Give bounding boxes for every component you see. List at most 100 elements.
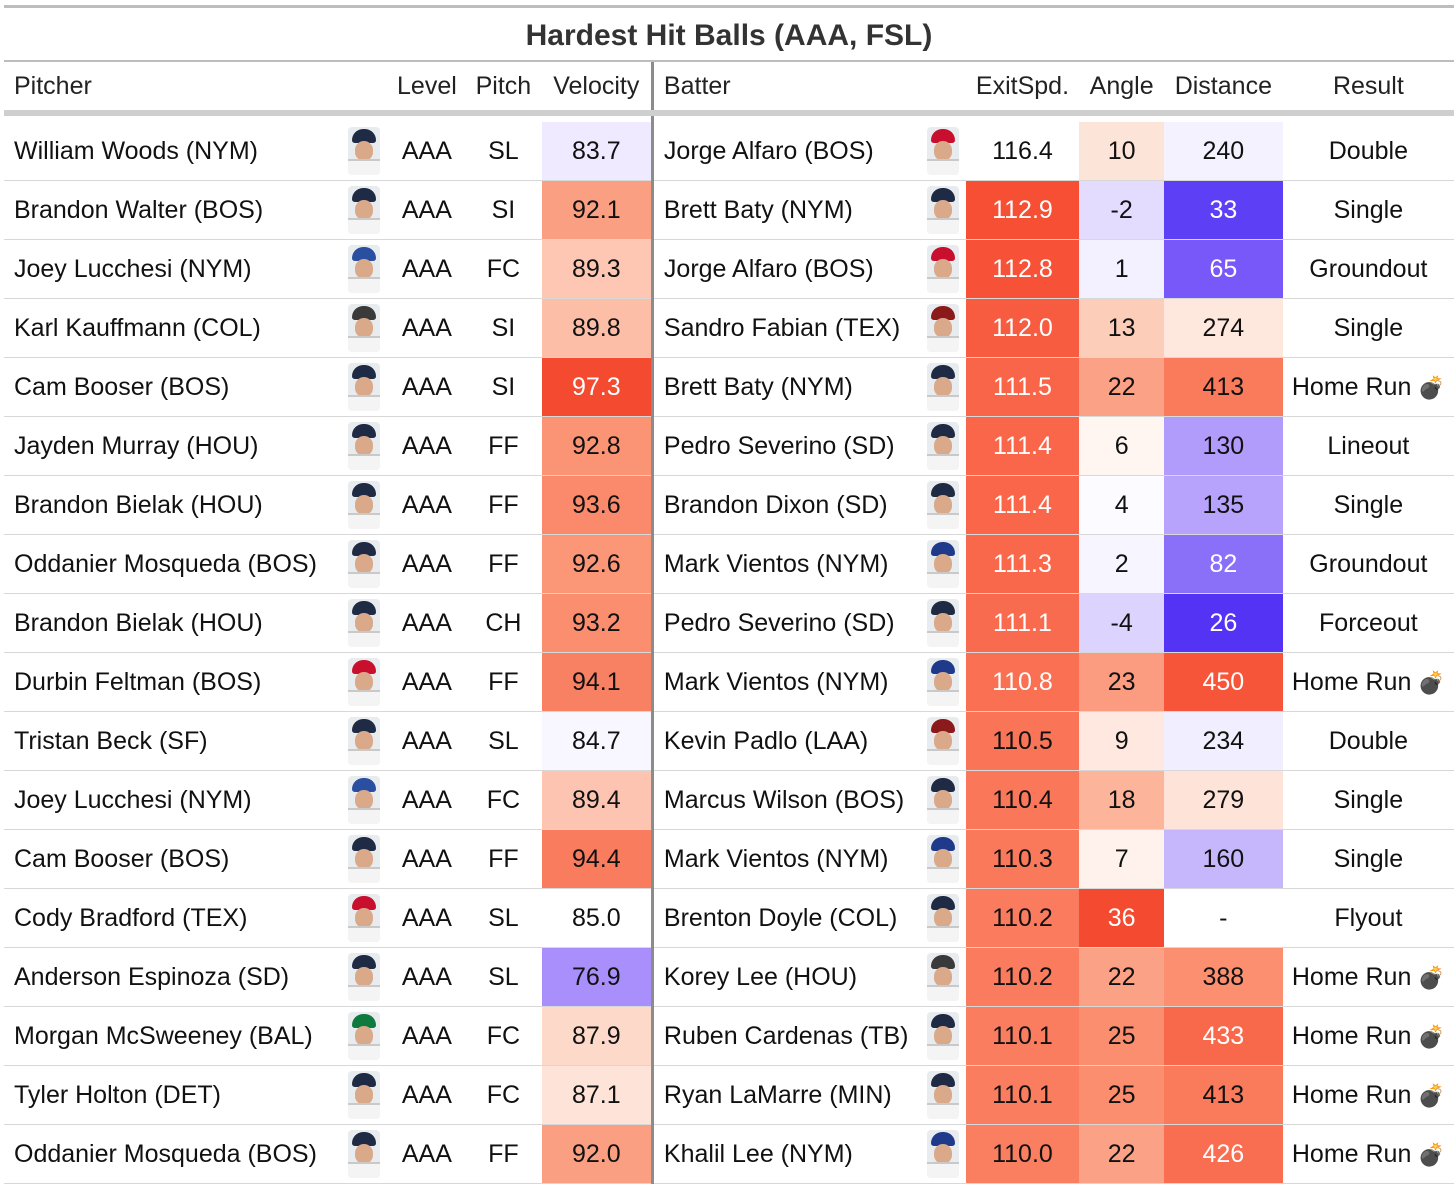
pitcher-name[interactable]: Jayden Murray (HOU) [4,416,341,476]
velocity-cell: 89.3 [541,239,654,299]
pitcher-name[interactable]: Cam Booser (BOS) [4,829,341,889]
batter-photo [920,1065,966,1125]
table-row[interactable]: Cody Bradford (TEX) AAA SL 85.0 Brenton Doyl… [4,888,1454,948]
batter-name[interactable]: Mark Vientos (NYM) [652,534,921,594]
jersey-shape [926,749,959,765]
distance-cell: 65 [1163,239,1283,299]
pitcher-name[interactable]: Brandon Bielak (HOU) [4,593,341,653]
batter-name[interactable]: Pedro Severino (SD) [652,416,921,476]
cap-shape [930,1014,955,1028]
pitcher-photo [340,593,389,653]
pitcher-name[interactable]: Karl Kauffmann (COL) [4,298,341,358]
batter-photo [920,947,966,1007]
col-header-level[interactable]: Level [388,62,466,116]
cap-shape [930,955,955,969]
result-cell: Home Run 💣 [1282,1065,1454,1125]
exitspd-cell: 111.5 [965,357,1080,417]
face-shape [933,554,952,574]
exitspd-cell: 112.8 [965,239,1080,299]
top-rule [4,5,1454,8]
exitspd-cell: 112.0 [965,298,1080,358]
velocity-cell: 83.7 [541,122,654,181]
level-cell: AAA [388,475,466,535]
jersey-shape [926,159,959,175]
batter-name[interactable]: Mark Vientos (NYM) [652,829,921,889]
pitch-cell: SL [465,947,542,1007]
pitcher-name[interactable]: Oddanier Mosqueda (BOS) [4,1124,341,1184]
table-row[interactable]: Tyler Holton (DET) AAA FC 87.1 Ryan LaMarre … [4,1065,1454,1125]
pitcher-name[interactable]: Joey Lucchesi (NYM) [4,770,341,830]
angle-cell: 2 [1079,534,1164,594]
col-header-distance[interactable]: Distance [1163,62,1283,116]
table-row[interactable]: Joey Lucchesi (NYM) AAA FC 89.3 Jorge Alfaro… [4,239,1454,299]
batter-name[interactable]: Kevin Padlo (LAA) [652,711,921,771]
col-header-result[interactable]: Result [1282,62,1454,116]
table-row[interactable]: Oddanier Mosqueda (BOS) AAA FF 92.6 Mark Vie… [4,534,1454,594]
pitcher-headshot-icon [348,481,381,529]
col-header-angle[interactable]: Angle [1079,62,1164,116]
table-row[interactable]: Morgan McSweeney (BAL) AAA FC 87.9 Ruben Car… [4,1006,1454,1066]
velocity-cell: 89.4 [541,770,654,830]
bomb-icon: 💣 [1411,669,1445,695]
batter-name[interactable]: Brenton Doyle (COL) [652,888,921,948]
batter-name[interactable]: Ruben Cardenas (TB) [652,1006,921,1066]
table-row[interactable]: Oddanier Mosqueda (BOS) AAA FF 92.0 Khalil L… [4,1124,1454,1184]
batter-name[interactable]: Brett Baty (NYM) [652,180,921,240]
jersey-shape [926,1162,959,1178]
batter-name[interactable]: Ryan LaMarre (MIN) [652,1065,921,1125]
table-row[interactable]: Cam Booser (BOS) AAA FF 94.4 Mark Vientos (N… [4,829,1454,889]
pitcher-name[interactable]: Anderson Espinoza (SD) [4,947,341,1007]
table-row[interactable]: William Woods (NYM) AAA SL 83.7 Jorge Alfaro… [4,122,1454,181]
batter-headshot-icon [926,658,959,706]
face-shape [355,259,374,279]
table-row[interactable]: Anderson Espinoza (SD) AAA SL 76.9 Korey Lee… [4,947,1454,1007]
jersey-shape [348,808,381,824]
table-row[interactable]: Brandon Bielak (HOU) AAA CH 93.2 Pedro Sever… [4,593,1454,653]
level-cell: AAA [388,534,466,594]
pitcher-name[interactable]: Tyler Holton (DET) [4,1065,341,1125]
col-header-batter[interactable]: Batter [652,62,921,116]
batter-photo [920,416,966,476]
col-header-pitch[interactable]: Pitch [465,62,542,116]
pitcher-name[interactable]: William Woods (NYM) [4,122,341,181]
table-row[interactable]: Brandon Bielak (HOU) AAA FF 93.6 Brandon Dix… [4,475,1454,535]
pitcher-name[interactable]: Durbin Feltman (BOS) [4,652,341,712]
pitcher-name[interactable]: Oddanier Mosqueda (BOS) [4,534,341,594]
table-row[interactable]: Jayden Murray (HOU) AAA FF 92.8 Pedro Severi… [4,416,1454,476]
batter-headshot-icon [926,245,959,293]
batter-name[interactable]: Brandon Dixon (SD) [652,475,921,535]
table-row[interactable]: Karl Kauffmann (COL) AAA SI 89.8 Sandro Fabi… [4,298,1454,358]
table-row[interactable]: Tristan Beck (SF) AAA SL 84.7 Kevin Padlo (L… [4,711,1454,771]
table-row[interactable]: Cam Booser (BOS) AAA SI 97.3 Brett Baty (NYM… [4,357,1454,417]
table-row[interactable]: Durbin Feltman (BOS) AAA FF 94.1 Mark Viento… [4,652,1454,712]
velocity-cell: 85.0 [541,888,654,948]
batter-name[interactable]: Jorge Alfaro (BOS) [652,122,921,181]
batter-photo [920,122,966,181]
pitcher-name[interactable]: Tristan Beck (SF) [4,711,341,771]
table-row[interactable]: Joey Lucchesi (NYM) AAA FC 89.4 Marcus Wilso… [4,770,1454,830]
batter-name[interactable]: Jorge Alfaro (BOS) [652,239,921,299]
pitcher-name[interactable]: Brandon Walter (BOS) [4,180,341,240]
pitcher-name[interactable]: Morgan McSweeney (BAL) [4,1006,341,1066]
batter-name[interactable]: Pedro Severino (SD) [652,593,921,653]
face-shape [933,731,952,751]
batter-name[interactable]: Sandro Fabian (TEX) [652,298,921,358]
face-shape [355,436,374,456]
face-shape [355,141,374,161]
col-header-pitcher[interactable]: Pitcher [4,62,341,116]
pitcher-name[interactable]: Cam Booser (BOS) [4,357,341,417]
col-header-velocity[interactable]: Velocity [541,62,654,116]
face-shape [355,613,374,633]
batter-name[interactable]: Mark Vientos (NYM) [652,652,921,712]
batter-name[interactable]: Khalil Lee (NYM) [652,1124,921,1184]
batter-name[interactable]: Korey Lee (HOU) [652,947,921,1007]
pitcher-name[interactable]: Brandon Bielak (HOU) [4,475,341,535]
pitcher-name[interactable]: Joey Lucchesi (NYM) [4,239,341,299]
col-header-exitspd[interactable]: ExitSpd. [965,62,1080,116]
col-header-batter-photo [920,62,966,116]
batter-name[interactable]: Brett Baty (NYM) [652,357,921,417]
pitcher-name[interactable]: Cody Bradford (TEX) [4,888,341,948]
table-row[interactable]: Brandon Walter (BOS) AAA SI 92.1 Brett Baty … [4,180,1454,240]
batter-name[interactable]: Marcus Wilson (BOS) [652,770,921,830]
angle-cell: 10 [1079,122,1164,181]
